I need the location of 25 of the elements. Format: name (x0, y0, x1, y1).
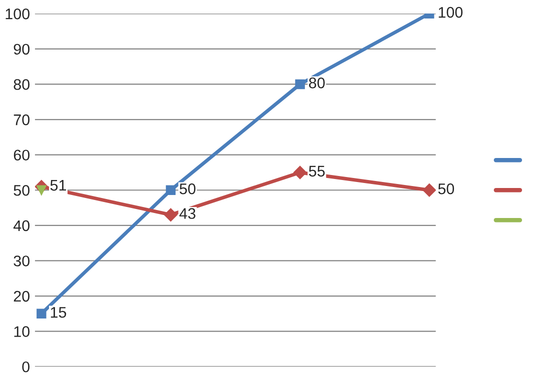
point (293, 166, 307, 180)
y-tick-label: 70 (14, 114, 30, 126)
y-tick-label: 30 (14, 256, 30, 266)
y-tick-label: 60 (14, 150, 30, 161)
point (166, 185, 176, 195)
y-tick-label: 90 (14, 44, 30, 55)
y-tick-label: 80 (14, 79, 30, 90)
data-label: 51 (50, 180, 66, 191)
y-tick-label: 40 (13, 220, 30, 232)
data-label: 100 (438, 6, 463, 18)
data-label: 50 (180, 183, 196, 194)
point (164, 208, 178, 222)
y-tick-label: 100 (6, 8, 30, 20)
data-label: 50 (438, 183, 454, 194)
y-tick-label: 20 (14, 290, 30, 302)
point (295, 79, 305, 90)
y-tick-label: 0 (22, 361, 30, 372)
point (422, 184, 436, 197)
y-tick-label: 50 (14, 184, 30, 196)
data-label: 15 (50, 307, 66, 318)
y-tick-label: 10 (14, 326, 30, 337)
data-label: 43 (179, 208, 196, 219)
point (36, 308, 46, 319)
data-label: 80 (309, 78, 325, 88)
data-label: 55 (308, 166, 325, 177)
